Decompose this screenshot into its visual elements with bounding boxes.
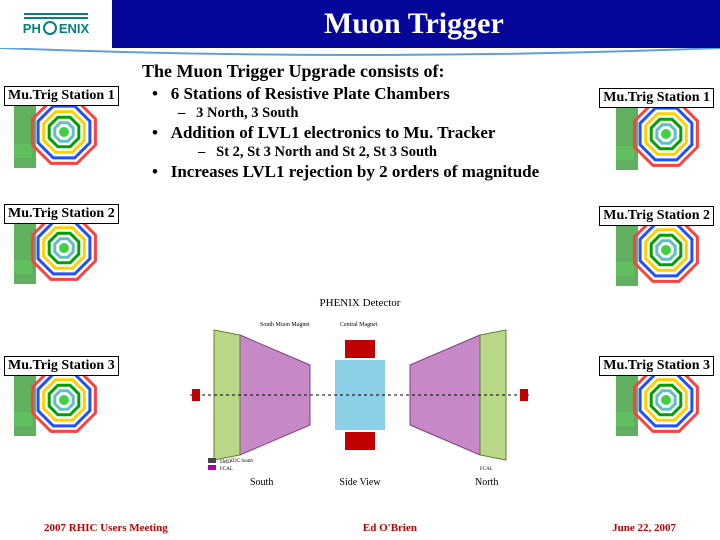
logo-pre: PH <box>23 21 41 36</box>
station-thumb-icon <box>616 98 706 170</box>
station-label-left-1: Mu.Trig Station 1 <box>4 86 119 106</box>
footer-center: Ed O'Brien <box>363 522 417 534</box>
footer: 2007 RHIC Users Meeting Ed O'Brien June … <box>0 522 720 534</box>
svg-text:North: North <box>475 477 498 488</box>
detector-figure: PHENIX Detector South Muon Magnet Centra… <box>190 290 530 490</box>
svg-text:FCAL: FCAL <box>220 467 233 472</box>
content: The Muon Trigger Upgrade consists of: • … <box>0 60 720 500</box>
bullets-heading: The Muon Trigger Upgrade consists of: <box>142 60 702 83</box>
station-label-right-3: Mu.Trig Station 3 <box>599 356 714 376</box>
logo-lines <box>24 13 88 19</box>
station-label-right-2: Mu.Trig Station 2 <box>599 206 714 226</box>
station-label-right-1: Mu.Trig Station 1 <box>599 88 714 108</box>
footer-right: June 22, 2007 <box>612 522 676 534</box>
phenix-logo: PH ENIX <box>0 0 112 48</box>
station-thumb-left-1 <box>14 96 104 168</box>
station-thumb-icon <box>14 96 104 168</box>
footer-left: 2007 RHIC Users Meeting <box>44 522 168 534</box>
top-bar <box>345 340 375 358</box>
detector-title: PHENIX Detector <box>320 297 401 309</box>
page-title: Muon Trigger <box>324 7 504 41</box>
svg-text:South Muon Magnet: South Muon Magnet <box>260 322 310 328</box>
header: PH ENIX Muon Trigger <box>0 0 720 48</box>
logo-post: ENIX <box>59 21 89 36</box>
logo-ring-icon <box>43 21 57 35</box>
station-label-left-3: Mu.Trig Station 3 <box>4 356 119 376</box>
svg-text:FCAL: FCAL <box>480 467 493 472</box>
svg-text:ZDC South: ZDC South <box>230 459 253 464</box>
bottom-bar <box>345 432 375 450</box>
header-arc <box>0 48 720 56</box>
station-label-left-2: Mu.Trig Station 2 <box>4 204 119 224</box>
svg-text:Side View: Side View <box>339 477 381 488</box>
svg-text:Central Magnet: Central Magnet <box>340 322 378 328</box>
svg-text:South: South <box>250 477 273 488</box>
station-thumb-right-1 <box>616 98 706 170</box>
logo-text: PH ENIX <box>23 21 89 36</box>
